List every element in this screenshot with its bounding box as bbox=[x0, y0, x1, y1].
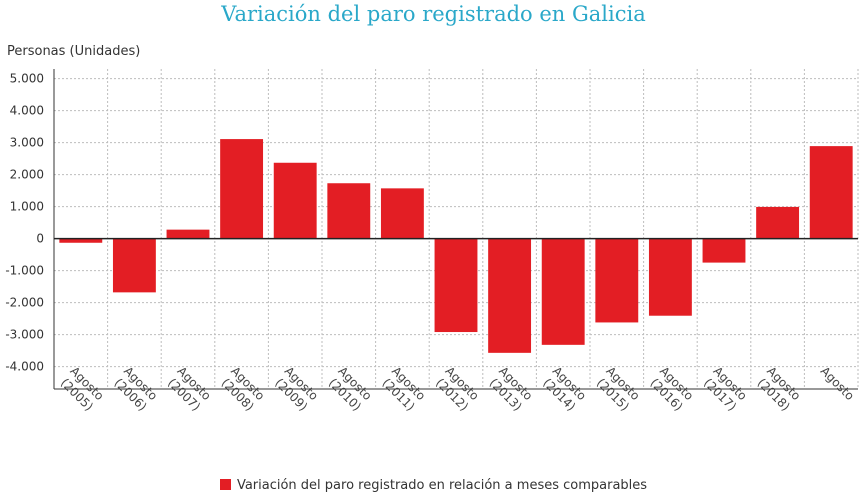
y-tick-label: -4.000 bbox=[5, 360, 44, 374]
bar bbox=[809, 146, 853, 239]
bar bbox=[220, 139, 264, 239]
bar bbox=[541, 238, 585, 345]
bar bbox=[273, 162, 317, 239]
legend-swatch bbox=[219, 479, 231, 490]
x-tick-label: Agosto(2009) bbox=[271, 364, 321, 414]
bar bbox=[166, 229, 210, 239]
x-tick-label: Agosto(2010) bbox=[325, 364, 375, 414]
bar bbox=[59, 238, 103, 243]
x-tick-label: Agosto(2014) bbox=[539, 364, 589, 414]
y-tick-label: -2.000 bbox=[5, 296, 44, 310]
y-axis-label: Personas (Unidades) bbox=[7, 44, 141, 59]
y-tick-label: 2.000 bbox=[10, 168, 44, 182]
chart-title: Variación del paro registrado en Galicia bbox=[221, 2, 646, 26]
x-tick-label: Agosto(2017) bbox=[700, 364, 750, 414]
y-tick-label: 0 bbox=[36, 232, 44, 246]
legend: Variación del paro registrado en relació… bbox=[0, 478, 867, 493]
x-tick-label: Agosto bbox=[818, 364, 857, 403]
bar bbox=[702, 238, 746, 263]
bar bbox=[648, 238, 692, 316]
bar bbox=[380, 188, 424, 239]
y-tick-label: 4.000 bbox=[10, 104, 44, 118]
x-tick-label: Agosto(2005) bbox=[57, 364, 107, 414]
bar bbox=[327, 183, 371, 239]
y-tick-label: -1.000 bbox=[5, 264, 44, 278]
bar bbox=[112, 238, 156, 293]
x-tick-label-line: Agosto bbox=[818, 364, 857, 403]
bar bbox=[434, 238, 478, 333]
y-tick-label: 3.000 bbox=[10, 136, 44, 150]
x-tick-label: Agosto(2015) bbox=[593, 364, 643, 414]
x-tick-label: Agosto(2007) bbox=[164, 364, 214, 414]
x-tick-label: Agosto(2012) bbox=[432, 364, 482, 414]
x-tick-label: Agosto(2008) bbox=[218, 364, 268, 414]
y-tick-label: 1.000 bbox=[10, 200, 44, 214]
y-tick-label: 5.000 bbox=[10, 72, 44, 86]
bar bbox=[595, 238, 639, 323]
x-tick-label: Agosto(2016) bbox=[646, 364, 696, 414]
x-tick-label: Agosto(2006) bbox=[110, 364, 160, 414]
y-tick-label: -3.000 bbox=[5, 328, 44, 342]
legend-label: Variación del paro registrado en relació… bbox=[236, 478, 648, 493]
bar bbox=[488, 238, 532, 353]
x-tick-label: Agosto(2018) bbox=[754, 364, 804, 414]
bar bbox=[756, 206, 800, 239]
x-tick-label: Agosto(2011) bbox=[378, 364, 428, 414]
x-tick-label: Agosto(2013) bbox=[486, 364, 536, 414]
